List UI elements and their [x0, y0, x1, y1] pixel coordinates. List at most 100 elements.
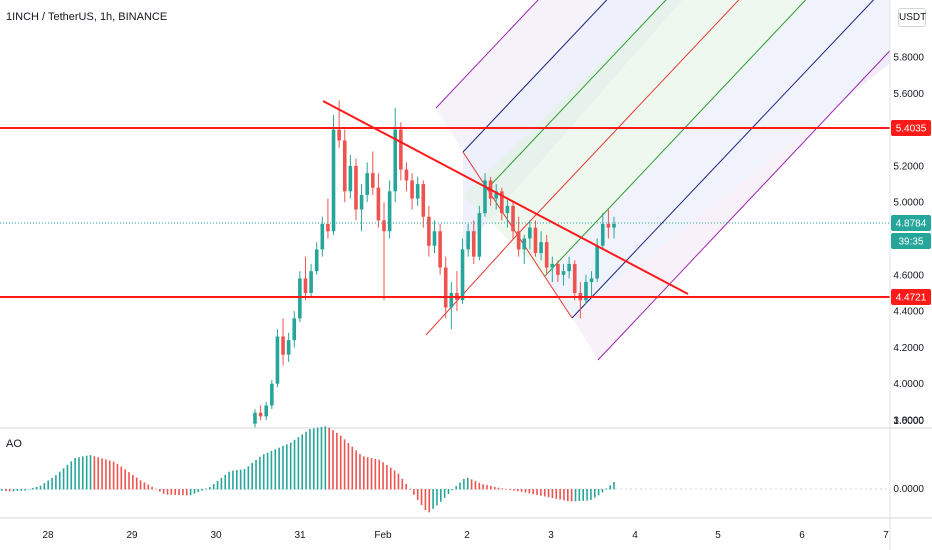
candle-body — [438, 231, 442, 268]
candle-body — [427, 216, 431, 246]
candle-body — [528, 227, 532, 239]
time-axis-label: Feb — [374, 530, 392, 541]
time-axis-label: 28 — [42, 530, 54, 541]
time-axis-label: 2 — [464, 530, 470, 541]
candle-body — [539, 242, 543, 254]
pitchfork-line-green-lower — [544, 0, 807, 277]
candle-body — [471, 231, 476, 257]
ao-axis-label: 0.0000 — [893, 484, 924, 495]
countdown-tag-text: 39:35 — [898, 237, 923, 248]
candle-body — [326, 223, 330, 232]
support-tag-text: 4.4721 — [896, 293, 927, 304]
pitchfork-line-green-upper — [485, 0, 667, 191]
candle-body — [331, 129, 336, 232]
time-axis-label: 4 — [632, 530, 638, 541]
ao-indicator-label[interactable]: AO — [6, 438, 22, 450]
countdown-tag: 39:35 — [891, 233, 931, 249]
price-axis-label: 3.8000 — [893, 416, 924, 427]
pitchfork-fill-lower — [545, 0, 890, 318]
candle-body — [337, 129, 341, 141]
current-price-tag-text: 4.8784 — [896, 219, 927, 230]
price-axis-label: 5.8000 — [893, 53, 924, 64]
pitchfork-line-lower — [571, 0, 875, 319]
candle-body — [253, 412, 257, 424]
price-axis-label: 5.6000 — [893, 89, 924, 100]
candle-body — [382, 220, 386, 232]
time-axis-label: 5 — [715, 530, 721, 541]
price-axis-label: 4.6000 — [893, 270, 924, 281]
pitchfork-handle — [425, 234, 518, 336]
candle-body — [298, 278, 302, 319]
current-price-tag: 4.8784 — [891, 215, 931, 231]
candle-body — [359, 194, 364, 210]
candle-body — [449, 292, 454, 308]
ao-axis-label: 1.0000 — [893, 416, 924, 427]
candle-body — [477, 213, 482, 257]
resistance-tag-text: 5.4035 — [896, 124, 927, 135]
candle-body — [281, 336, 285, 355]
candle-body — [516, 231, 521, 250]
candle-body — [500, 191, 504, 214]
time-axis-label: 6 — [799, 530, 805, 541]
candle-body — [567, 263, 571, 272]
candle-body — [348, 165, 353, 192]
pitchfork-line-median — [516, 0, 740, 236]
candle-body — [415, 184, 420, 199]
currency-button[interactable]: USDT — [898, 8, 926, 27]
pitchfork[interactable] — [425, 0, 900, 361]
candle-body — [303, 278, 308, 293]
time-axis-label: 3 — [548, 530, 554, 541]
candles-layer — [253, 100, 616, 428]
candle-body — [354, 165, 358, 210]
candle-body — [342, 140, 347, 192]
candle-body — [606, 223, 611, 228]
time-axis-label: 7 — [883, 530, 889, 541]
candle-body — [421, 184, 426, 217]
candle-body — [522, 238, 527, 250]
candle-body — [533, 227, 538, 254]
candle-body — [264, 405, 269, 417]
candle-body — [432, 231, 437, 246]
candle-body — [275, 336, 280, 384]
candle-body — [544, 242, 549, 268]
candle-body — [600, 223, 605, 246]
candle-body — [556, 263, 560, 275]
support-tag: 4.4721 — [891, 289, 931, 305]
candle-body — [589, 278, 594, 283]
candle-body — [612, 223, 616, 228]
candle-body — [399, 129, 403, 170]
candle-body — [443, 267, 448, 308]
candle-body — [483, 180, 487, 214]
price-axis-label: 4.4000 — [893, 307, 924, 318]
time-axis-label: 30 — [210, 530, 222, 541]
candle-body — [561, 271, 566, 275]
descending-trendline[interactable] — [322, 100, 689, 295]
time-axis[interactable]: 28 29 30 31 Feb 2 3 4 5 6 7 — [42, 530, 889, 541]
candle-body — [505, 205, 510, 214]
candle-body — [292, 318, 297, 341]
time-axis-label: 31 — [294, 530, 306, 541]
time-axis-label: 29 — [126, 530, 138, 541]
candle-body — [309, 271, 313, 293]
candle-body — [365, 173, 369, 195]
candle-body — [404, 169, 409, 181]
candle-body — [494, 191, 499, 199]
candle-body — [286, 340, 291, 355]
candle-body — [387, 191, 392, 232]
candle-body — [393, 129, 398, 192]
resistance-tag: 5.4035 — [891, 120, 931, 136]
pitchfork-line-upper — [462, 0, 608, 153]
pitchfork-line-outer-upper — [435, 0, 539, 109]
candle-body — [314, 249, 319, 272]
price-axis-label: 4.2000 — [893, 343, 924, 354]
candle-body — [584, 282, 588, 301]
pitchfork-fill-outer-upper — [436, 0, 606, 152]
candle-body — [595, 245, 599, 279]
candle-body — [376, 187, 381, 221]
candle-body — [460, 249, 465, 301]
ao-axis[interactable]: 1.0000 0.0000 — [893, 416, 924, 495]
price-axis-label: 5.0000 — [893, 198, 924, 209]
candle-body — [511, 205, 515, 232]
candle-body — [270, 383, 274, 406]
